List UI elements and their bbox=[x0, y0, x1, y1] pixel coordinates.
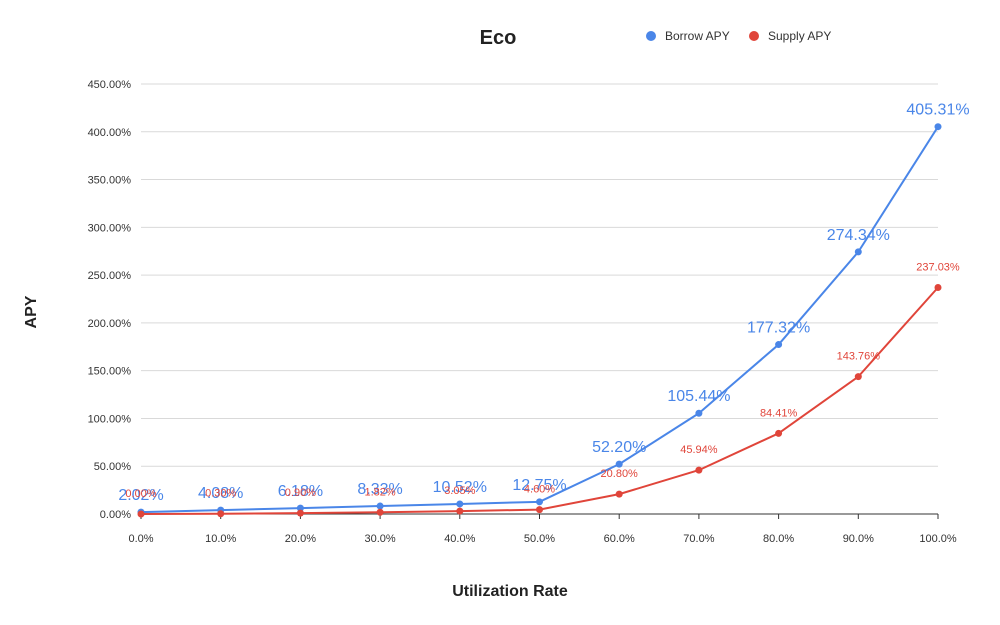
borrow-apy-data-label: 105.44% bbox=[667, 388, 730, 405]
y-tick-label: 300.00% bbox=[88, 222, 132, 234]
x-tick-label: 20.0% bbox=[285, 533, 316, 545]
supply-apy-point bbox=[775, 429, 783, 437]
borrow-apy-data-label: 52.20% bbox=[592, 439, 646, 456]
supply-apy-data-label: 0.90% bbox=[285, 487, 316, 499]
supply-apy-data-label: 20.80% bbox=[601, 468, 639, 480]
x-axis-title: Utilization Rate bbox=[452, 583, 568, 600]
borrow-apy-point bbox=[775, 341, 783, 349]
y-axis-title: APY bbox=[23, 295, 40, 328]
y-tick-label: 400.00% bbox=[88, 127, 132, 139]
legend-marker-supply bbox=[749, 31, 759, 41]
borrow-apy-line bbox=[140, 126, 939, 514]
supply-apy-data-label: 45.94% bbox=[680, 444, 718, 456]
borrow-apy-point bbox=[376, 502, 384, 510]
x-tick-label: 30.0% bbox=[364, 533, 395, 545]
y-tick-label: 450.00% bbox=[88, 79, 132, 91]
supply-apy-point bbox=[695, 466, 703, 474]
data-labels: 2.02% 4.08% 6.18% 8.33% 10.52% 12.75% 52.20% 10… bbox=[118, 102, 969, 504]
borrow-apy-data-label: 405.31% bbox=[906, 102, 969, 119]
supply-apy-point bbox=[536, 506, 543, 514]
borrow-apy-point bbox=[456, 500, 464, 508]
legend-label-supply: Supply APY bbox=[768, 29, 831, 43]
y-tick-label: 50.00% bbox=[94, 461, 132, 473]
legend: Borrow APY Supply APY bbox=[646, 29, 831, 43]
x-tick-label: 80.0% bbox=[763, 533, 794, 545]
x-tick-label: 50.0% bbox=[524, 533, 555, 545]
supply-apy-data-label: 4.60% bbox=[524, 484, 555, 496]
chart-title: Eco bbox=[480, 27, 517, 49]
borrow-apy-data-label: 10.52% bbox=[433, 479, 487, 496]
y-tick-label: 250.00% bbox=[88, 270, 132, 282]
borrow-apy-data-label: 2.02% bbox=[118, 487, 163, 504]
borrow-apy-data-label: 8.33% bbox=[357, 481, 402, 498]
supply-apy-data-label: 84.41% bbox=[760, 407, 798, 419]
legend-label-borrow: Borrow APY bbox=[665, 29, 730, 43]
x-tick-label: 70.0% bbox=[683, 533, 714, 545]
supply-apy-data-label: 0.30% bbox=[205, 488, 236, 500]
borrow-apy-data-label: 177.32% bbox=[747, 320, 810, 337]
y-tick-label: 350.00% bbox=[88, 175, 132, 187]
x-tick-label: 60.0% bbox=[604, 533, 635, 545]
supply-apy-point bbox=[854, 373, 862, 381]
grid-lines bbox=[141, 83, 938, 467]
supply-apy-point bbox=[137, 510, 145, 518]
borrow-apy-point bbox=[695, 409, 703, 417]
borrow-apy-point bbox=[296, 504, 304, 512]
series-layer bbox=[137, 123, 942, 518]
supply-apy-data-label: 237.03% bbox=[916, 262, 960, 274]
borrow-apy-point bbox=[854, 248, 862, 256]
supply-apy-point bbox=[217, 510, 225, 518]
supply-apy-data-label: 143.76% bbox=[837, 351, 881, 363]
legend-marker-borrow bbox=[646, 31, 656, 41]
y-tick-label: 100.00% bbox=[88, 413, 132, 425]
borrow-apy-point bbox=[536, 498, 543, 506]
borrow-apy-data-label: 6.18% bbox=[278, 483, 323, 500]
x-tick-label: 40.0% bbox=[444, 533, 475, 545]
x-tick-label: 0.0% bbox=[128, 533, 153, 545]
supply-apy-data-label: 1.82% bbox=[364, 486, 395, 498]
supply-apy-point bbox=[296, 509, 304, 517]
borrow-apy-point bbox=[615, 460, 623, 468]
x-tick-label: 10.0% bbox=[205, 533, 236, 545]
supply-apy-point bbox=[615, 490, 623, 498]
axes: 0.00% 50.00% 100.00% 150.00% 200.00% 250.00% 3… bbox=[88, 79, 957, 545]
y-tick-label: 150.00% bbox=[88, 366, 132, 378]
supply-apy-point bbox=[376, 508, 384, 516]
borrow-apy-point bbox=[934, 123, 942, 131]
supply-apy-point bbox=[934, 284, 942, 292]
supply-apy-point bbox=[456, 507, 464, 515]
y-tick-label: 0.00% bbox=[100, 509, 131, 521]
y-tick-label: 200.00% bbox=[88, 318, 132, 330]
x-tick-label: 90.0% bbox=[843, 533, 874, 545]
borrow-apy-data-label: 4.08% bbox=[198, 485, 243, 502]
borrow-apy-data-label: 274.34% bbox=[827, 227, 890, 244]
borrow-apy-data-label: 12.75% bbox=[512, 477, 566, 494]
supply-apy-data-label: 3.05% bbox=[444, 485, 475, 497]
supply-apy-data-label: 0.00% bbox=[125, 488, 156, 500]
x-tick-label: 100.0% bbox=[919, 533, 957, 545]
